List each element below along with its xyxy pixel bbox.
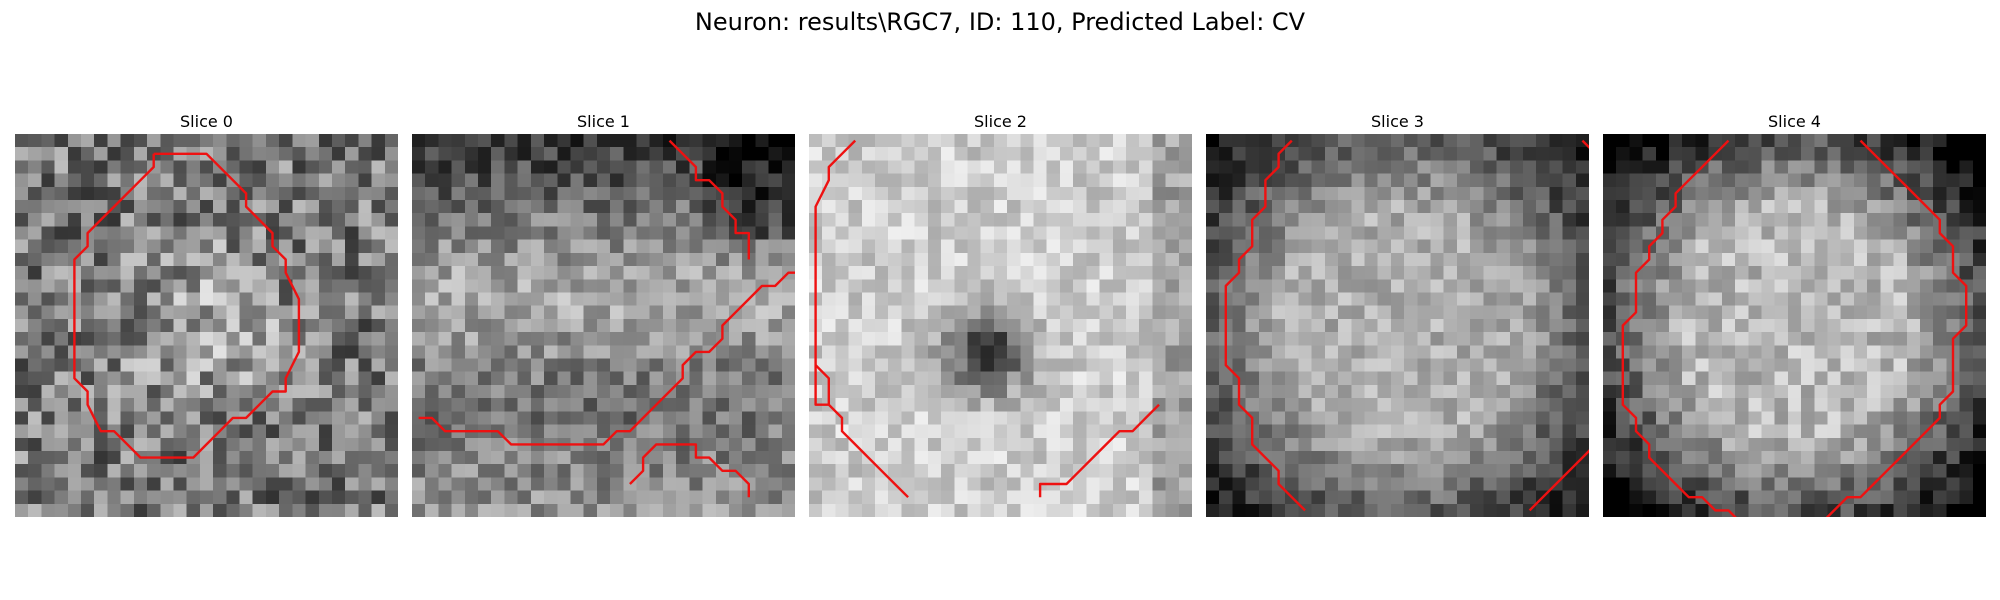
segmentation-contour: [1581, 139, 1589, 149]
slice-panel-0: Slice 0: [15, 112, 398, 517]
slice-panel-2: Slice 2: [809, 112, 1192, 517]
pixel-grid: [1603, 134, 1986, 517]
segmentation-contour: [418, 271, 795, 446]
segmentation-contour: [814, 139, 857, 406]
pixel-grid: [1206, 134, 1589, 517]
slice-title: Slice 1: [577, 112, 630, 131]
segmentation-contour: [668, 139, 750, 260]
slice-panel-4: Slice 4: [1603, 112, 1986, 517]
segmentation-contour: [814, 364, 909, 499]
segmentation-contour: [629, 443, 750, 498]
segmentation-contour: [1224, 139, 1306, 512]
segmentation-contour: [1621, 139, 1968, 517]
slice-title: Slice 4: [1768, 112, 1821, 131]
slice-title: Slice 3: [1371, 112, 1424, 131]
slice-image: [15, 134, 398, 517]
segmentation-contour: [1038, 403, 1160, 498]
pixel-grid: [412, 134, 795, 517]
segmentation-contour: [1528, 449, 1589, 512]
slice-image: [1206, 134, 1589, 517]
slice-image: [412, 134, 795, 517]
segmentation-contour: [73, 152, 301, 459]
pixel-grid: [809, 134, 1192, 517]
slice-panel-1: Slice 1: [412, 112, 795, 517]
pixel-grid: [15, 134, 398, 517]
slice-title: Slice 2: [974, 112, 1027, 131]
slice-panel-3: Slice 3: [1206, 112, 1589, 517]
slice-image: [1603, 134, 1986, 517]
figure-title: Neuron: results\RGC7, ID: 110, Predicted…: [694, 8, 1306, 36]
slice-title: Slice 0: [180, 112, 233, 131]
slice-image: [809, 134, 1192, 517]
